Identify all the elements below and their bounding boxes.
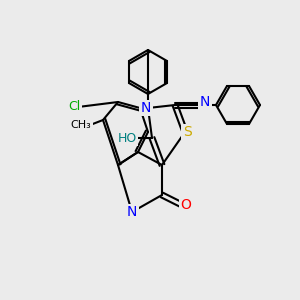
Text: HO: HO	[117, 131, 136, 145]
Text: S: S	[183, 125, 191, 139]
Text: N: N	[200, 95, 210, 109]
Text: CH₃: CH₃	[70, 120, 92, 130]
Text: O: O	[181, 198, 191, 212]
Text: N: N	[141, 101, 151, 115]
Text: N: N	[127, 205, 137, 219]
Text: Cl: Cl	[68, 100, 80, 113]
